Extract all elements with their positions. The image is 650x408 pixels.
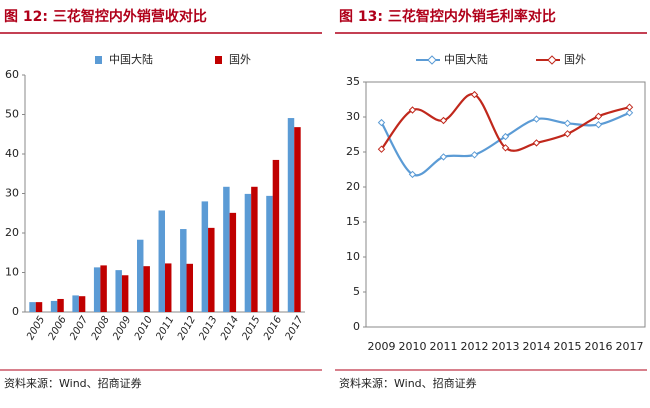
y-tick-label: 40: [5, 147, 19, 160]
bar: [143, 266, 150, 312]
x-tick-label: 2009: [111, 314, 133, 342]
bar: [165, 263, 172, 312]
x-tick-label: 2012: [176, 314, 198, 342]
bar: [93, 267, 101, 312]
y-tick-label: 10: [346, 250, 360, 263]
y-tick-label: 15: [346, 215, 360, 228]
bar: [35, 302, 43, 312]
x-tick-label: 2015: [240, 314, 262, 342]
point: [408, 106, 417, 114]
x-tick-label: 2011: [154, 314, 176, 342]
x-tick-label: 2010: [399, 340, 427, 353]
x-tick-label: 2011: [430, 340, 458, 353]
point: [501, 144, 510, 152]
bar: [208, 227, 215, 312]
chart-title: 图 12: 三花智控内外销营收对比: [4, 8, 207, 25]
point: [470, 90, 479, 99]
x-tick-label: 2007: [68, 314, 91, 342]
bar: [266, 195, 273, 312]
bar: [294, 127, 301, 312]
chart-title: 图 13: 三花智控内外销毛利率对比: [339, 8, 556, 25]
point: [501, 132, 510, 141]
bar: [158, 210, 165, 312]
bar: [244, 193, 252, 312]
point: [625, 103, 634, 111]
x-tick-label: 2014: [523, 340, 551, 353]
y-tick-label: 20: [5, 226, 19, 239]
x-tick-label: 2010: [133, 314, 155, 342]
bar: [78, 296, 86, 312]
y-tick-label: 0: [353, 320, 360, 333]
bar: [201, 201, 209, 312]
bar: [121, 275, 129, 312]
x-tick-label: 2008: [90, 314, 112, 342]
source: 资料来源：Wind、招商证券: [4, 376, 142, 390]
bar: [29, 302, 36, 312]
x-tick-label: 2012: [461, 340, 489, 353]
y-tick-label: 10: [5, 266, 19, 279]
bar: [57, 298, 64, 312]
plot-frame: [365, 81, 646, 328]
y-tick-label: 30: [346, 110, 360, 123]
bar: [223, 186, 230, 312]
point: [439, 116, 448, 125]
x-tick-label: 2016: [585, 340, 613, 353]
legend-swatch: [215, 56, 222, 64]
bar: [229, 212, 237, 312]
legend-marker: [427, 55, 437, 65]
point: [594, 112, 603, 121]
point: [439, 153, 448, 161]
point: [532, 115, 541, 123]
x-tick-label: 2006: [47, 314, 69, 342]
bar: [100, 265, 107, 312]
y-tick-label: 50: [5, 108, 19, 121]
line: [380, 93, 630, 152]
legend-label: 中国大陆: [109, 52, 153, 66]
source: 资料来源：Wind、招商证券: [339, 376, 477, 390]
legend-marker: [547, 55, 557, 65]
y-tick-label: 60: [5, 68, 19, 81]
y-tick-label: 25: [346, 145, 360, 158]
x-tick-label: 2016: [262, 314, 284, 342]
point: [532, 139, 541, 147]
x-tick-label: 2013: [197, 314, 219, 342]
bar: [115, 270, 122, 312]
y-tick-label: 35: [346, 75, 360, 88]
x-tick-label: 2017: [616, 340, 644, 353]
bar: [287, 118, 295, 313]
point: [470, 151, 479, 159]
x-tick-label: 2015: [554, 340, 582, 353]
legend-label: 国外: [229, 53, 251, 66]
bar: [272, 159, 280, 312]
point: [625, 109, 634, 117]
point: [408, 170, 417, 179]
y-tick-label: 20: [346, 180, 360, 193]
bar: [251, 186, 258, 312]
y-tick-label: 5: [353, 285, 360, 298]
x-tick-label: 2017: [284, 314, 307, 342]
legend-swatch: [95, 56, 102, 64]
point: [594, 120, 603, 129]
x-tick-label: 2009: [368, 340, 396, 353]
point: [563, 119, 572, 128]
bar: [186, 263, 193, 312]
x-tick-label: 2014: [219, 314, 241, 342]
bar: [137, 239, 144, 312]
legend-label: 中国大陆: [444, 52, 488, 66]
bar: [180, 229, 187, 312]
point: [377, 118, 386, 127]
bar: [50, 300, 58, 312]
y-tick-label: 0: [12, 305, 19, 318]
x-tick-label: 2005: [25, 314, 47, 342]
legend-label: 国外: [564, 53, 586, 66]
bar: [72, 295, 79, 312]
point: [563, 130, 572, 138]
point: [377, 145, 386, 153]
y-tick-label: 30: [5, 187, 19, 200]
x-tick-label: 2013: [492, 340, 520, 353]
